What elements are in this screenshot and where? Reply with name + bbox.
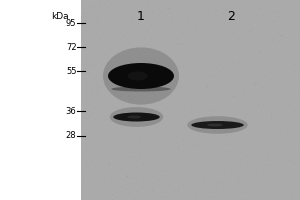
Text: 28: 28	[66, 132, 76, 140]
FancyBboxPatch shape	[81, 0, 300, 200]
Text: 72: 72	[66, 43, 76, 51]
Ellipse shape	[187, 116, 248, 134]
Text: kDa: kDa	[51, 12, 69, 21]
Ellipse shape	[111, 87, 171, 92]
Ellipse shape	[207, 124, 223, 126]
Text: 95: 95	[66, 19, 76, 27]
Ellipse shape	[191, 121, 244, 129]
Ellipse shape	[128, 71, 148, 81]
Text: 1: 1	[137, 10, 145, 23]
Text: 55: 55	[66, 66, 76, 75]
Ellipse shape	[108, 63, 174, 89]
Ellipse shape	[103, 47, 179, 105]
Ellipse shape	[113, 112, 160, 121]
Ellipse shape	[110, 107, 163, 127]
Text: 2: 2	[227, 10, 235, 23]
Text: 36: 36	[66, 107, 76, 116]
Ellipse shape	[127, 115, 141, 119]
